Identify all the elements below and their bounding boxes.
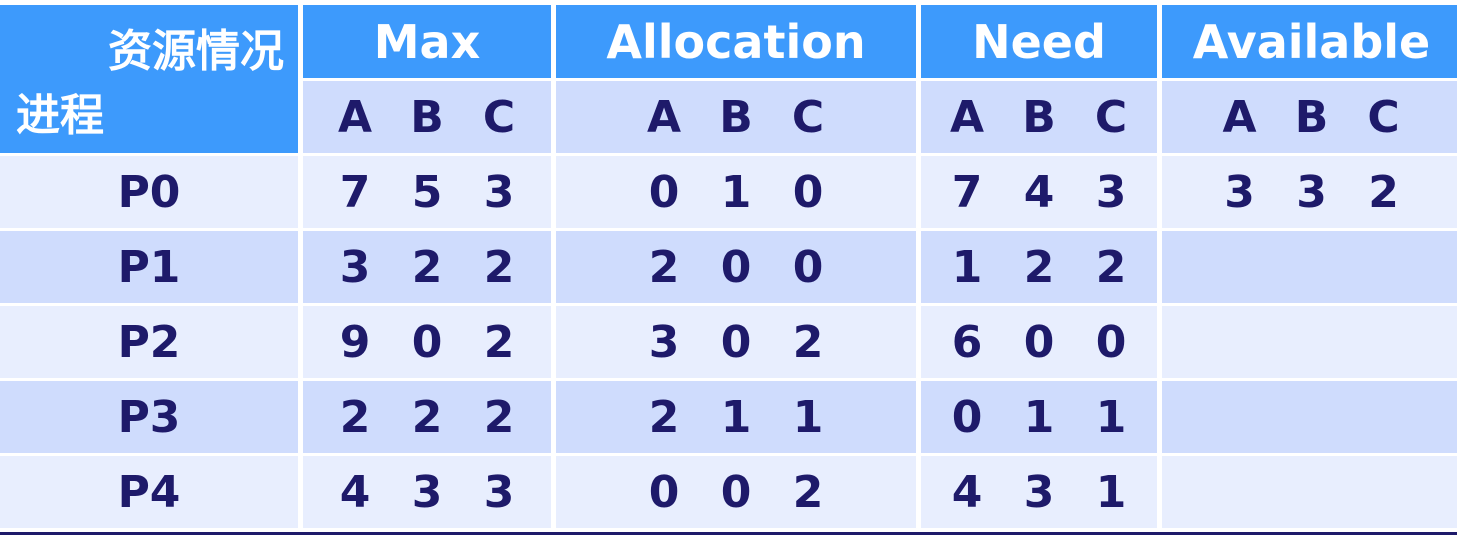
process-cell: P4 [0, 456, 298, 528]
process-cell: P3 [0, 381, 298, 453]
process-cell: P1 [0, 231, 298, 303]
corner-process-label: 进程 [16, 90, 104, 141]
header-max: Max [303, 5, 551, 78]
process-cell: P0 [0, 156, 298, 228]
corner-resource-label: 资源情况 [108, 26, 284, 77]
table-bottom-border [0, 532, 1457, 535]
process-cell: P2 [0, 306, 298, 378]
available-cell [1162, 456, 1457, 528]
corner-header: 资源情况 进程 [0, 5, 298, 153]
available-cell [1162, 381, 1457, 453]
header-allocation: Allocation [556, 5, 916, 78]
available-cell [1162, 231, 1457, 303]
header-need: Need [921, 5, 1157, 78]
header-available: Available [1162, 5, 1457, 78]
available-cell [1162, 306, 1457, 378]
